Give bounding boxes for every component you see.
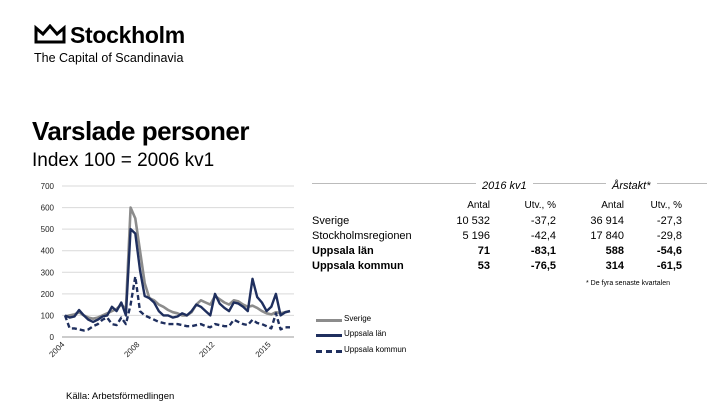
legend-swatch (316, 350, 342, 353)
legend-swatch (316, 334, 342, 337)
y-tick-label: 200 (41, 290, 55, 299)
x-tick-label: 2004 (47, 340, 66, 359)
cell-utv-2: -54,6 (656, 245, 682, 257)
cell-utv-1: -42,4 (530, 230, 556, 242)
cell-utv-1: -76,5 (530, 260, 556, 272)
series-line-sverige (64, 206, 291, 321)
series-line-uppsala-kommun (63, 275, 290, 332)
logo-tagline: The Capital of Scandinavia (34, 51, 184, 65)
stats-table: 2016 kv1 Årstakt* Antal Utv., % Antal Ut… (312, 180, 712, 290)
y-tick-label: 100 (41, 311, 55, 320)
cell-antal-2: 314 (605, 260, 624, 272)
cell-antal-1: 53 (477, 260, 490, 272)
legend-swatch (316, 319, 342, 322)
cell-utv-2: -29,8 (656, 230, 682, 242)
stats-period-annual: Årstakt* (606, 180, 657, 192)
y-tick-label: 600 (41, 204, 55, 213)
cell-utv-2: -61,5 (656, 260, 682, 272)
row-label: Sverige (312, 215, 350, 227)
legend-label: Sverige (344, 314, 372, 323)
cell-utv-1: -37,2 (530, 215, 556, 227)
cell-utv-1: -83,1 (530, 245, 556, 257)
y-tick-label: 0 (50, 333, 55, 342)
series-line-uppsala-lan (64, 227, 291, 324)
legend-label: Uppsala län (344, 329, 387, 338)
x-tick-label: 2008 (122, 340, 141, 359)
row-label: Uppsala län (312, 245, 374, 257)
x-tick-label: 2012 (197, 340, 216, 359)
row-label: Uppsala kommun (312, 260, 404, 272)
cell-utv-2: -27,3 (656, 215, 682, 227)
cell-antal-2: 588 (605, 245, 624, 257)
col-header-utv-2: Utv., % (650, 200, 682, 211)
stats-period-quarter: 2016 kv1 (476, 180, 533, 192)
col-header-utv-1: Utv., % (524, 200, 556, 211)
col-header-antal-2: Antal (601, 200, 624, 211)
cell-antal-2: 36 914 (590, 215, 624, 227)
cell-antal-1: 10 532 (456, 215, 490, 227)
row-label: Stockholmsregionen (312, 230, 412, 242)
cell-antal-1: 5 196 (462, 230, 490, 242)
stats-footnote: * De fyra senaste kvartalen (586, 280, 671, 287)
y-tick-label: 500 (41, 225, 55, 234)
crown-icon (34, 24, 66, 44)
legend-label: Uppsala kommun (344, 345, 407, 354)
y-tick-label: 400 (41, 247, 55, 256)
page-title: Varslade personer (32, 116, 249, 146)
col-header-antal-1: Antal (467, 200, 490, 211)
logo-wordmark: Stockholm (70, 22, 185, 48)
x-tick-label: 2015 (254, 340, 273, 359)
page-subtitle: Index 100 = 2006 kv1 (32, 150, 215, 171)
y-tick-label: 700 (41, 182, 55, 191)
cell-antal-2: 17 840 (590, 230, 624, 242)
y-tick-label: 300 (41, 268, 55, 277)
cell-antal-1: 71 (477, 245, 490, 257)
source-note: Källa: Arbetsförmedlingen (66, 391, 175, 402)
